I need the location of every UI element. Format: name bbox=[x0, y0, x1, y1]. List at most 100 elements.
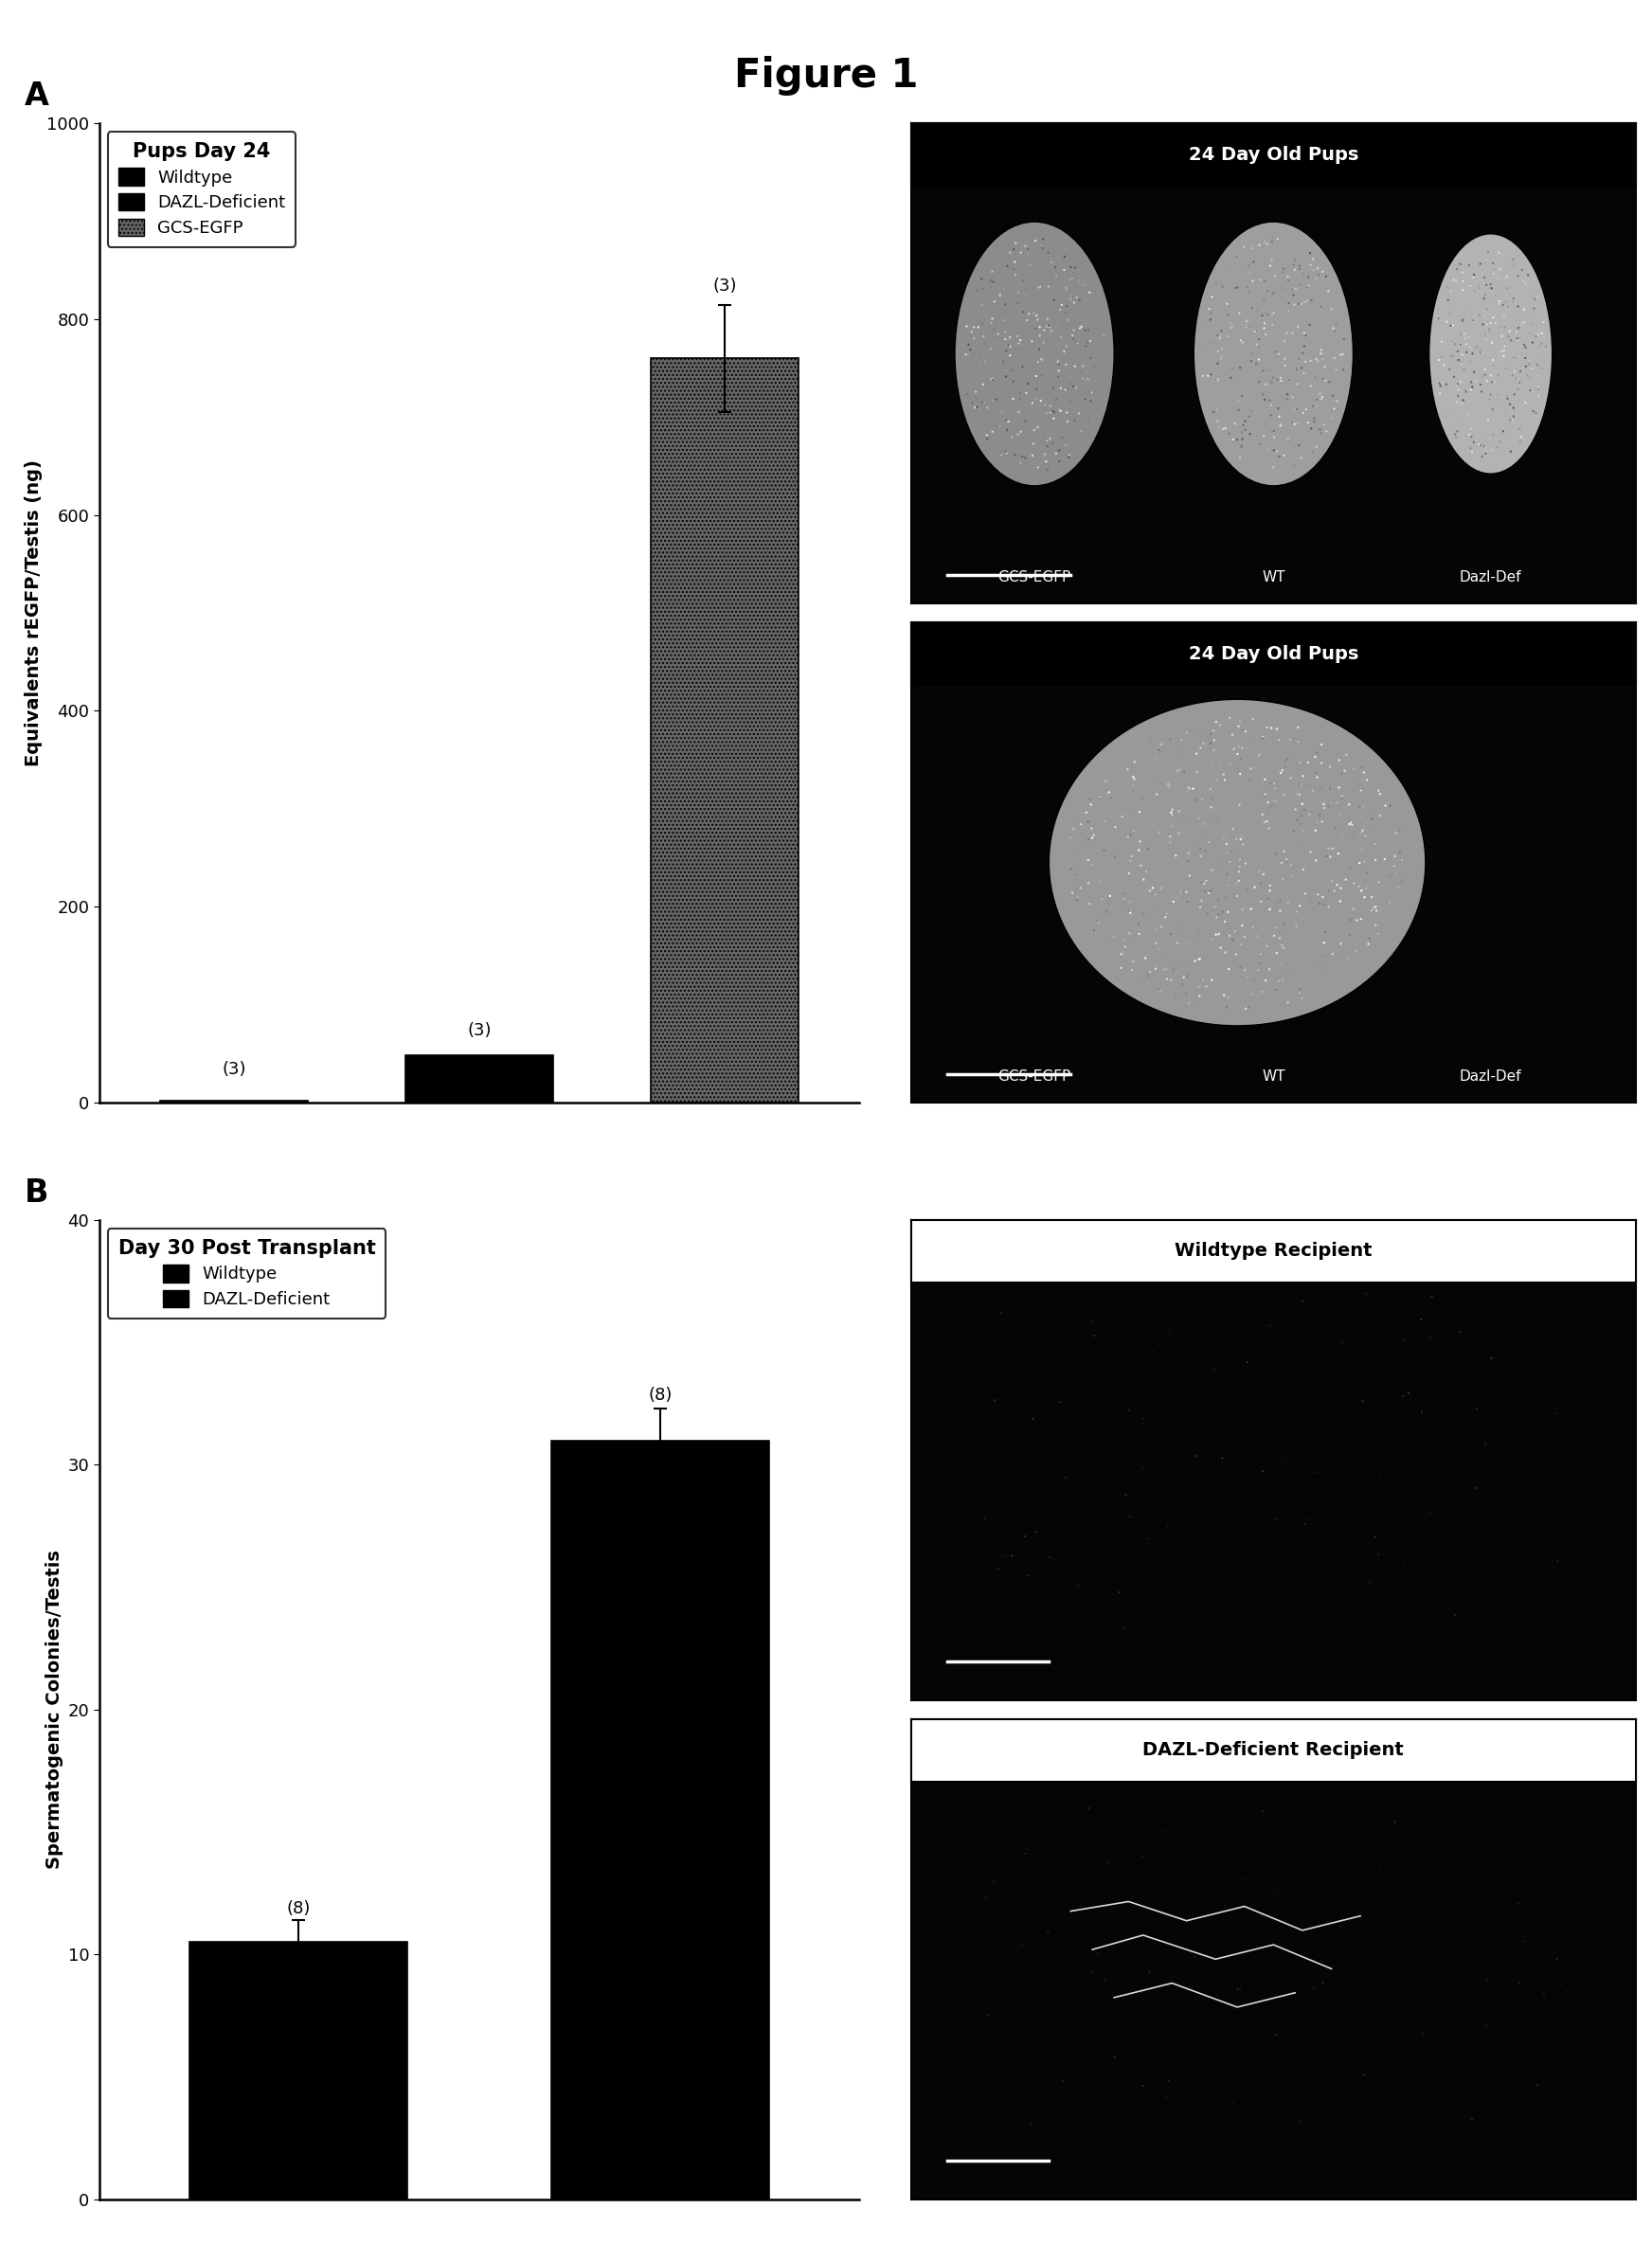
Point bbox=[1056, 440, 1082, 476]
Point bbox=[1221, 2085, 1247, 2121]
Point bbox=[1525, 368, 1551, 404]
Point bbox=[1346, 790, 1373, 826]
Point bbox=[1251, 417, 1277, 453]
Point bbox=[1521, 289, 1548, 325]
Point bbox=[1512, 292, 1538, 328]
Point bbox=[1295, 260, 1322, 296]
Point bbox=[1166, 815, 1193, 850]
Point bbox=[1269, 947, 1295, 983]
Point bbox=[1143, 776, 1170, 812]
Point bbox=[1441, 263, 1467, 298]
Point bbox=[1523, 370, 1550, 406]
Point bbox=[1057, 260, 1084, 296]
Point bbox=[1449, 303, 1475, 339]
Point bbox=[1066, 325, 1092, 361]
Point bbox=[1308, 745, 1335, 781]
Point bbox=[1343, 776, 1370, 812]
Point bbox=[1061, 312, 1087, 348]
Point bbox=[1295, 269, 1322, 305]
Point bbox=[1403, 1593, 1429, 1629]
Point bbox=[1290, 328, 1317, 364]
Point bbox=[1075, 298, 1102, 334]
Point bbox=[1287, 972, 1313, 1008]
Y-axis label: Spermatogenic Colonies/Testis: Spermatogenic Colonies/Testis bbox=[46, 1551, 64, 1869]
Point bbox=[1118, 839, 1145, 875]
Point bbox=[1274, 741, 1300, 776]
Point bbox=[1416, 1497, 1442, 1533]
Point bbox=[1295, 745, 1322, 781]
Point bbox=[1262, 258, 1289, 294]
Point bbox=[1508, 337, 1535, 373]
Point bbox=[1497, 314, 1523, 350]
Point bbox=[1104, 812, 1130, 848]
Point bbox=[1450, 352, 1477, 388]
Point bbox=[1170, 967, 1196, 1003]
Point bbox=[1198, 781, 1224, 817]
Point bbox=[1052, 346, 1079, 381]
Point bbox=[1323, 305, 1350, 341]
Point bbox=[1280, 269, 1307, 305]
Y-axis label: Equivalents rEGFP/Testis (ng): Equivalents rEGFP/Testis (ng) bbox=[25, 460, 43, 767]
Point bbox=[1487, 310, 1513, 346]
Point bbox=[1021, 294, 1047, 330]
Point bbox=[1183, 736, 1209, 772]
Point bbox=[1072, 328, 1099, 364]
Point bbox=[1323, 384, 1350, 420]
Point bbox=[1061, 402, 1087, 438]
Point bbox=[1075, 866, 1102, 902]
Point bbox=[1064, 280, 1090, 316]
Point bbox=[1444, 368, 1470, 404]
Point bbox=[1318, 399, 1345, 435]
Point bbox=[1305, 251, 1332, 287]
Point bbox=[1171, 741, 1198, 776]
Point bbox=[1095, 774, 1122, 810]
Point bbox=[1290, 1284, 1317, 1319]
Point bbox=[1459, 316, 1485, 352]
Point bbox=[1259, 224, 1285, 260]
Point bbox=[1455, 397, 1482, 433]
Point bbox=[1232, 404, 1259, 440]
Point bbox=[1237, 256, 1264, 292]
Point bbox=[1057, 249, 1084, 285]
Point bbox=[1148, 871, 1175, 907]
Point bbox=[1120, 945, 1146, 981]
Point bbox=[1294, 285, 1320, 321]
Point bbox=[1264, 402, 1290, 438]
Point bbox=[1487, 283, 1513, 319]
Point bbox=[1135, 1521, 1161, 1557]
Point bbox=[1464, 1391, 1490, 1427]
Point bbox=[1442, 420, 1469, 456]
Point bbox=[1381, 1804, 1408, 1840]
Point bbox=[1216, 918, 1242, 954]
Point bbox=[1474, 242, 1500, 278]
Point bbox=[1447, 316, 1474, 352]
Point bbox=[1029, 231, 1056, 267]
Point bbox=[1206, 916, 1232, 951]
Point bbox=[973, 1880, 999, 1916]
Point bbox=[1176, 985, 1203, 1021]
Point bbox=[1006, 375, 1032, 411]
Point bbox=[1493, 381, 1520, 417]
Point bbox=[1234, 303, 1260, 339]
Point bbox=[1072, 298, 1099, 334]
Point bbox=[1308, 379, 1335, 415]
Point bbox=[1361, 1519, 1388, 1555]
Point bbox=[970, 305, 996, 341]
Point bbox=[1067, 355, 1094, 390]
Point bbox=[1237, 393, 1264, 429]
Point bbox=[1209, 411, 1236, 447]
Point bbox=[1391, 1544, 1417, 1580]
Point bbox=[1204, 334, 1231, 370]
Point bbox=[1229, 422, 1256, 458]
Point bbox=[1480, 245, 1507, 280]
Point bbox=[1308, 803, 1335, 839]
Point bbox=[1209, 893, 1236, 929]
Point bbox=[1186, 940, 1213, 976]
Point bbox=[1284, 893, 1310, 929]
Point bbox=[1122, 761, 1148, 797]
Point bbox=[1044, 359, 1070, 395]
Point bbox=[1290, 812, 1317, 848]
Point bbox=[1198, 301, 1224, 337]
Point bbox=[1023, 370, 1049, 406]
Point bbox=[1062, 276, 1089, 312]
